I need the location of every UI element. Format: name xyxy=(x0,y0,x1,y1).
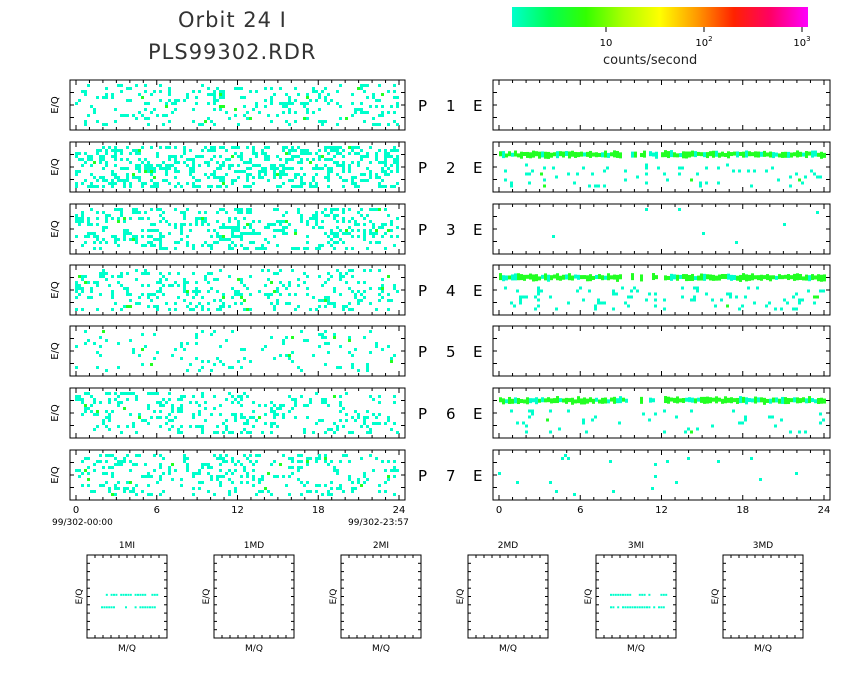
row-p-label: P xyxy=(418,221,427,239)
row-e-label: E xyxy=(473,97,482,115)
row-number-label: 3 xyxy=(446,221,456,239)
right-panel-4-frame xyxy=(492,264,831,316)
small-panel-ylabel: E/Q xyxy=(584,589,594,605)
right-time-tick-label: 12 xyxy=(655,505,668,516)
colorbar-tick-label: 103 xyxy=(793,35,810,49)
small-panel-xlabel: M/Q xyxy=(372,644,390,654)
small-panel-title: 2MD xyxy=(498,541,518,551)
right-time-tick-label: 6 xyxy=(577,505,583,516)
right-time-tick-label: 0 xyxy=(496,505,502,516)
row-e-label: E xyxy=(473,405,482,423)
small-panel-3md xyxy=(722,554,804,639)
row-p-label: P xyxy=(418,97,427,115)
small-panel-ylabel: E/Q xyxy=(202,589,212,605)
right-panel-1 xyxy=(492,79,831,131)
right-panel-1-frame xyxy=(492,79,831,131)
row-p-label: P xyxy=(418,282,427,300)
left-time-tick-label: 18 xyxy=(312,505,325,516)
row-e-label: E xyxy=(473,221,482,239)
left-panel-ylabel: E/Q xyxy=(50,158,61,176)
left-panel-7 xyxy=(69,449,406,501)
small-panel-1md xyxy=(213,554,295,639)
small-panel-title: 2MI xyxy=(373,541,389,551)
small-panel-title: 3MD xyxy=(753,541,773,551)
left-time-tick-label: 6 xyxy=(154,505,160,516)
row-number-label: 4 xyxy=(446,282,456,300)
small-panel-xlabel: M/Q xyxy=(754,644,772,654)
small-panel-xlabel: M/Q xyxy=(118,644,136,654)
right-panel-7 xyxy=(492,449,831,501)
small-panel-1mi xyxy=(86,554,168,639)
left-panel-5 xyxy=(69,325,406,377)
colorbar-tick-label: 10 xyxy=(600,38,613,49)
row-number-label: 5 xyxy=(446,343,456,361)
left-panel-1 xyxy=(69,79,406,131)
small-panel-2mi xyxy=(340,554,422,639)
left-time-tick-label: 0 xyxy=(73,505,79,516)
file-title: PLS99302.RDR xyxy=(148,40,317,64)
row-p-label: P xyxy=(418,467,427,485)
left-panel-3 xyxy=(69,203,406,255)
row-p-label: P xyxy=(418,405,427,423)
left-panel-ylabel: E/Q xyxy=(50,466,61,484)
right-time-tick-label: 18 xyxy=(736,505,749,516)
row-e-label: E xyxy=(473,159,482,177)
left-panel-ylabel: E/Q xyxy=(50,342,61,360)
colorbar-label: counts/second xyxy=(603,53,698,68)
time-start-label: 99/302-00:00 xyxy=(52,518,113,528)
left-time-tick-label: 24 xyxy=(393,505,406,516)
right-panel-5 xyxy=(492,325,831,377)
small-panel-3mi xyxy=(595,554,677,639)
colorbar xyxy=(512,7,808,27)
row-e-label: E xyxy=(473,467,482,485)
row-p-label: P xyxy=(418,159,427,177)
left-panel-7-frame xyxy=(69,449,406,501)
small-panel-ylabel: E/Q xyxy=(711,589,721,605)
right-panel-6 xyxy=(492,387,831,439)
right-panel-5-frame xyxy=(492,325,831,377)
left-panel-ylabel: E/Q xyxy=(50,220,61,238)
right-panel-3-frame xyxy=(492,203,831,255)
right-panel-6-frame xyxy=(492,387,831,439)
row-number-label: 7 xyxy=(446,467,456,485)
small-panel-xlabel: M/Q xyxy=(245,644,263,654)
left-panel-ylabel: E/Q xyxy=(50,96,61,114)
right-panel-3 xyxy=(492,203,831,255)
small-panel-title: 3MI xyxy=(628,541,644,551)
small-panel-ylabel: E/Q xyxy=(456,589,466,605)
row-e-label: E xyxy=(473,282,482,300)
orbit-title: Orbit 24 I xyxy=(178,8,287,32)
right-panel-2 xyxy=(492,141,831,193)
left-panel-4 xyxy=(69,264,406,316)
right-panel-4 xyxy=(492,264,831,316)
row-number-label: 1 xyxy=(446,97,456,115)
colorbar-tick-label: 102 xyxy=(695,35,712,49)
small-panel-xlabel: M/Q xyxy=(627,644,645,654)
small-panel-title: 1MD xyxy=(244,541,264,551)
left-panel-ylabel: E/Q xyxy=(50,404,61,422)
left-panel-ylabel: E/Q xyxy=(50,281,61,299)
small-panel-ylabel: E/Q xyxy=(329,589,339,605)
left-panel-6 xyxy=(69,387,406,439)
small-panel-ylabel: E/Q xyxy=(75,589,85,605)
left-time-tick-label: 12 xyxy=(231,505,244,516)
row-number-label: 6 xyxy=(446,405,456,423)
left-panel-2 xyxy=(69,141,406,193)
time-end-label: 99/302-23:57 xyxy=(348,518,409,528)
small-panel-title: 1MI xyxy=(119,541,135,551)
row-number-label: 2 xyxy=(446,159,456,177)
small-panel-xlabel: M/Q xyxy=(499,644,517,654)
row-e-label: E xyxy=(473,343,482,361)
right-panel-7-frame xyxy=(492,449,831,501)
right-time-tick-label: 24 xyxy=(818,505,831,516)
row-p-label: P xyxy=(418,343,427,361)
small-panel-2md xyxy=(467,554,549,639)
